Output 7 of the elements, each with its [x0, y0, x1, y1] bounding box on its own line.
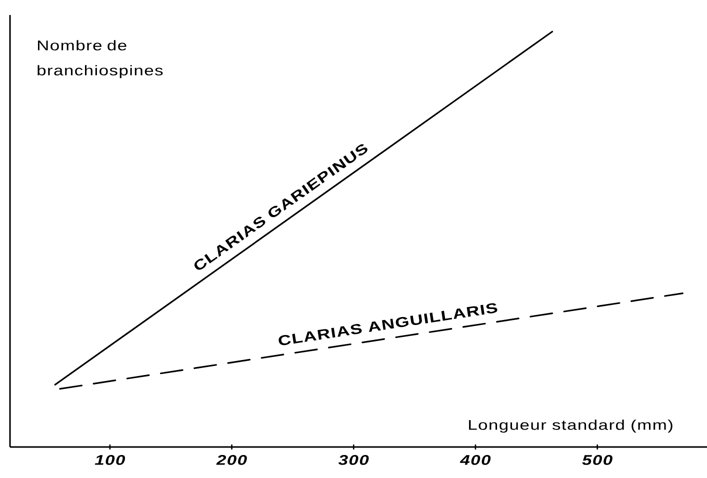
x-tick-label: 400 [460, 455, 491, 465]
y-axis-title: Nombre de branchiospines [38, 40, 163, 78]
x-tick-label: 200 [216, 455, 247, 465]
x-axis-title: Longueur standard (mm) [469, 420, 672, 433]
x-tick-label: 300 [338, 455, 369, 465]
x-tick-label: 100 [94, 455, 126, 465]
x-tick-label: 500 [582, 455, 612, 465]
